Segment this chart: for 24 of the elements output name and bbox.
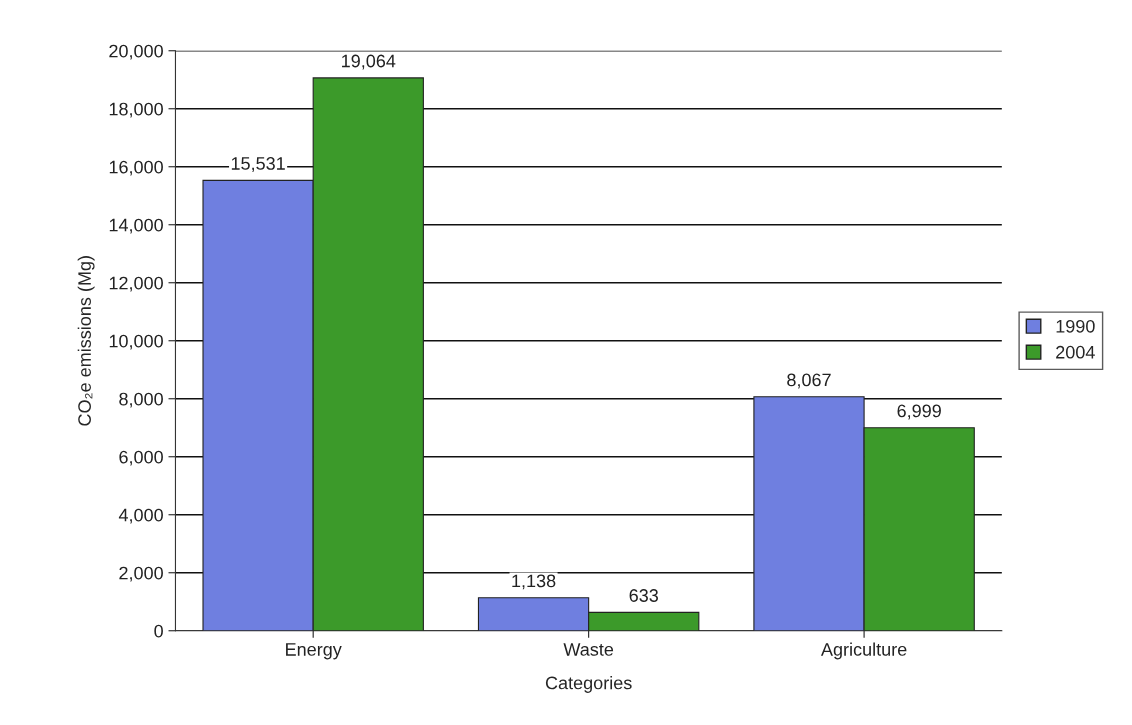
legend-label: 2004: [1056, 345, 1095, 359]
data-label: 8,067: [787, 373, 831, 389]
data-label: 6,999: [897, 404, 941, 420]
y-tick-label: 0: [154, 624, 163, 638]
y-tick-label: 2,000: [119, 566, 163, 582]
y-tick-label: 8,000: [119, 392, 163, 408]
x-tick-label: Energy: [286, 643, 342, 660]
data-label: 1,138: [512, 574, 556, 590]
legend-label: 1990: [1056, 319, 1095, 333]
y-tick-label: 18,000: [109, 102, 163, 118]
data-label: 633: [629, 589, 658, 602]
data-label: 15,531: [231, 157, 285, 172]
x-axis-title: Categories: [545, 676, 632, 693]
x-tick-label: Waste: [563, 643, 614, 656]
y-tick-label: 4,000: [118, 508, 163, 524]
y-axis-title: CO₂e emissions (Mg): [77, 256, 95, 426]
x-tick-label: Agriculture: [820, 642, 907, 660]
y-tick-label: 10,000: [109, 334, 163, 350]
y-tick-label: 20,000: [109, 44, 163, 60]
data-label: 19,064: [342, 54, 396, 70]
y-tick-label: 14,000: [109, 218, 163, 234]
y-tick-label: 16,000: [109, 160, 163, 176]
y-tick-label: 12,000: [109, 276, 163, 292]
y-tick-label: 6,000: [119, 450, 163, 466]
